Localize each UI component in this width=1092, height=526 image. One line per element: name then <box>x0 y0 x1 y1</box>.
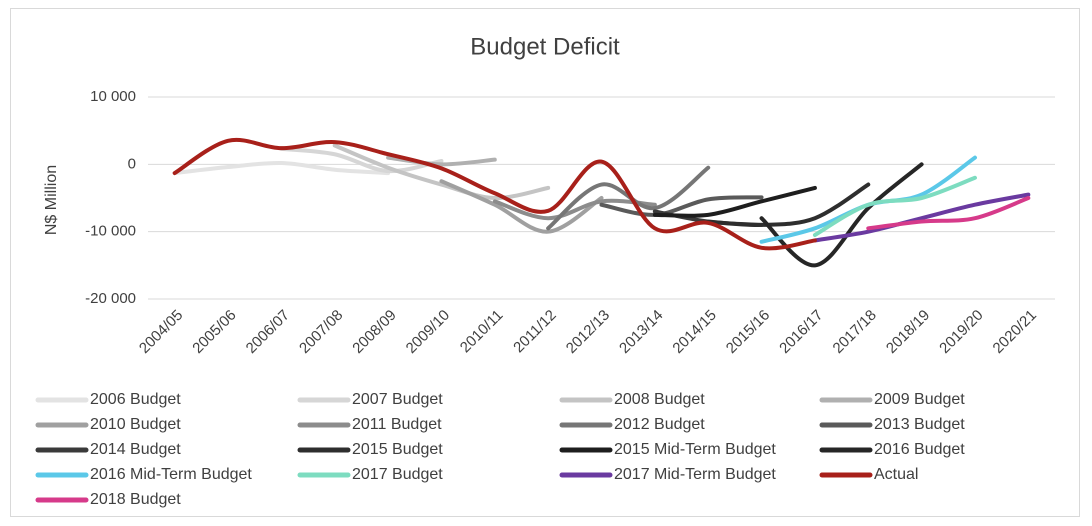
y-tick-label: -20 000 <box>85 290 136 307</box>
legend-label: Actual <box>874 466 918 483</box>
series-line <box>706 182 871 227</box>
legend-label: 2011 Budget <box>352 416 442 433</box>
legend-label: 2014 Budget <box>90 441 181 458</box>
series-line <box>332 143 551 201</box>
series-line <box>652 185 817 218</box>
legend-label: 2009 Budget <box>874 391 965 408</box>
y-tick-label: -10 000 <box>85 223 136 240</box>
legend-label: 2010 Budget <box>90 416 181 433</box>
legend-label: 2007 Budget <box>352 391 443 408</box>
series-line <box>386 155 497 167</box>
legend-label: 2013 Budget <box>874 416 965 433</box>
series-line <box>812 192 1031 243</box>
series-line <box>866 196 1031 231</box>
legend-label: 2012 Budget <box>614 416 705 433</box>
legend-label: 2015 Budget <box>352 441 443 458</box>
legend-label: 2015 Mid-Term Budget <box>614 441 776 458</box>
legend-label: 2008 Budget <box>614 391 705 408</box>
y-axis-label: N$ Million <box>43 165 60 235</box>
frame <box>10 8 1080 517</box>
series-line <box>279 146 444 174</box>
series-line <box>599 195 764 217</box>
legend-label: 2006 Budget <box>90 391 181 408</box>
y-tick-label: 0 <box>128 155 136 172</box>
legend-label: 2016 Mid-Term Budget <box>90 466 252 483</box>
series-line <box>172 137 817 251</box>
legend-label: 2018 Budget <box>90 491 181 508</box>
legend-label: 2016 Budget <box>874 441 965 458</box>
series-line <box>439 179 604 234</box>
legend-label: 2017 Mid-Term Budget <box>614 466 776 483</box>
chart-title: Budget Deficit <box>470 33 620 60</box>
y-tick-label: 10 000 <box>90 88 136 105</box>
legend-label: 2017 Budget <box>352 466 443 483</box>
series-line <box>492 198 657 221</box>
series-line <box>172 160 391 176</box>
series-line <box>812 175 977 238</box>
